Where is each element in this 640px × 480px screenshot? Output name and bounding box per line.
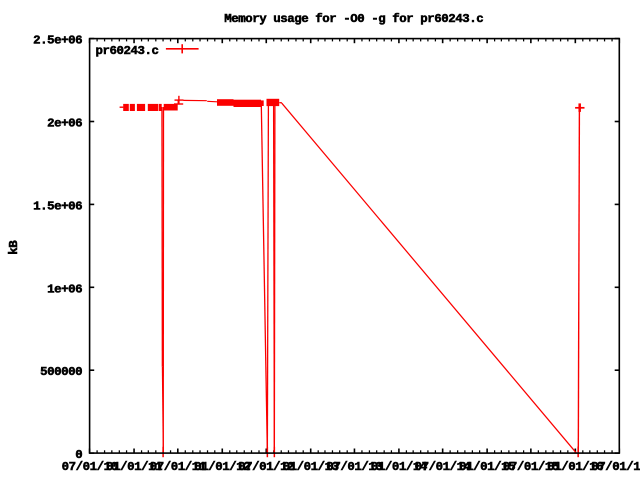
svg-text:01/01/15: 01/01/15 [459,460,515,474]
svg-text:01/01/12: 01/01/12 [194,460,250,474]
svg-text:500000: 500000 [40,365,82,379]
svg-text:07/01/16: 07/01/16 [591,460,640,474]
svg-text:pr60243.c: pr60243.c [96,44,159,58]
svg-text:01/01/13: 01/01/13 [283,460,339,474]
svg-text:0: 0 [75,448,82,462]
svg-text:1e+06: 1e+06 [47,282,82,296]
svg-text:2e+06: 2e+06 [47,117,82,131]
svg-text:1.5e+06: 1.5e+06 [33,199,82,213]
svg-text:07/01/10: 07/01/10 [62,460,118,474]
svg-text:07/01/15: 07/01/15 [503,460,559,474]
svg-text:Memory usage for -O0 -g for pr: Memory usage for -O0 -g for pr60243.c [224,12,483,26]
svg-text:07/01/13: 07/01/13 [326,460,382,474]
svg-text:01/01/16: 01/01/16 [547,460,603,474]
svg-text:01/01/14: 01/01/14 [371,460,428,474]
svg-text:2.5e+06: 2.5e+06 [33,34,82,48]
svg-text:07/01/14: 07/01/14 [415,460,472,474]
svg-text:07/01/12: 07/01/12 [238,460,294,474]
svg-text:kB: kB [7,240,21,255]
svg-text:01/01/11: 01/01/11 [106,460,162,474]
svg-text:07/01/11: 07/01/11 [150,460,206,474]
